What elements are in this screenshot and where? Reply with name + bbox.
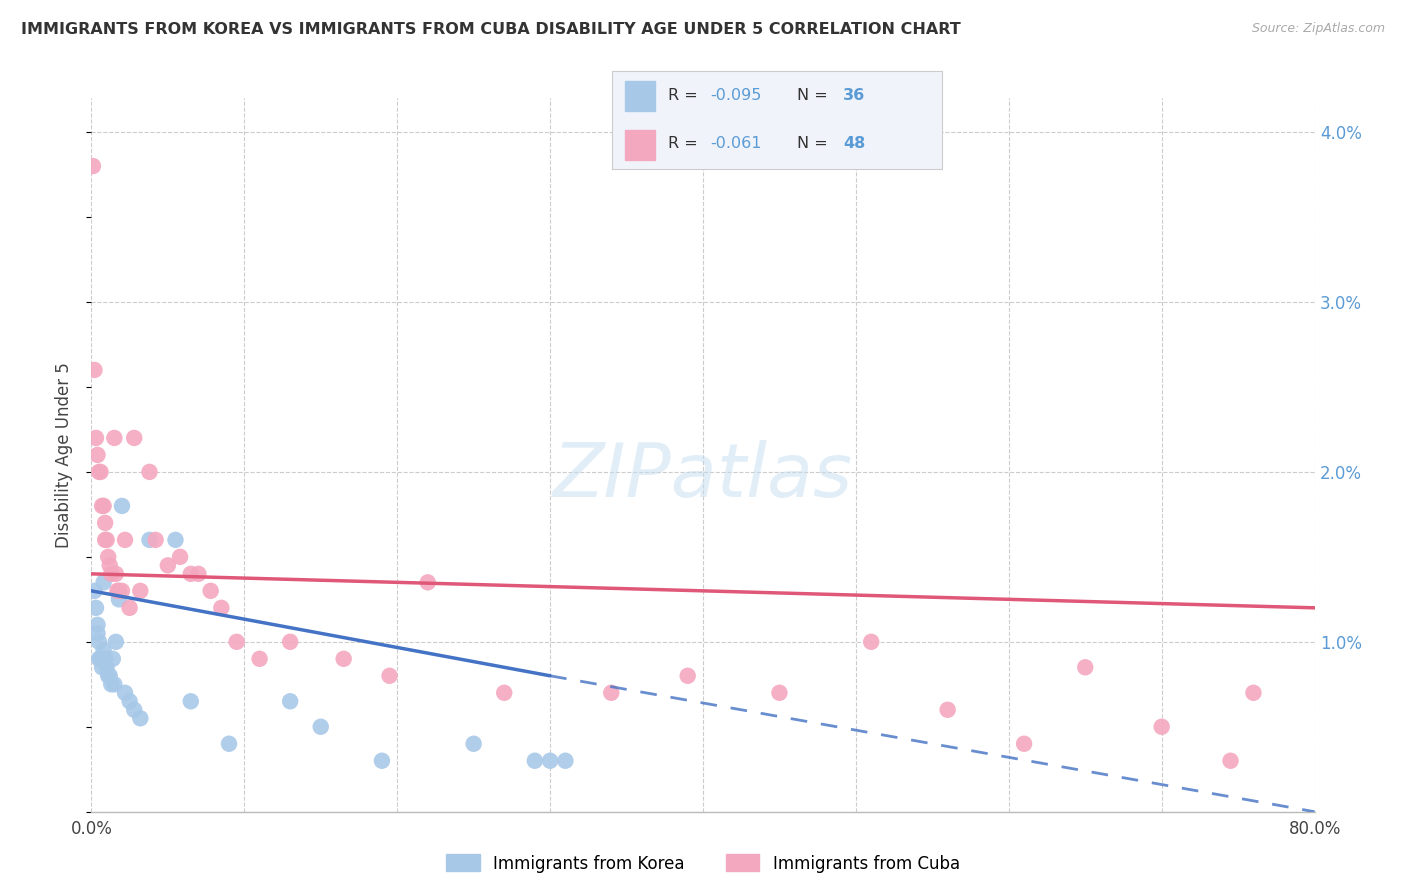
Point xyxy=(104,566,127,581)
Point xyxy=(145,533,167,547)
Point xyxy=(86,617,108,632)
Point xyxy=(103,677,125,691)
Legend: Immigrants from Korea, Immigrants from Cuba: Immigrants from Korea, Immigrants from C… xyxy=(440,847,966,880)
Point xyxy=(93,575,115,590)
Text: IMMIGRANTS FROM KOREA VS IMMIGRANTS FROM CUBA DISABILITY AGE UNDER 5 CORRELATION: IMMIGRANTS FROM KOREA VS IMMIGRANTS FROM… xyxy=(21,22,960,37)
Point xyxy=(936,703,959,717)
Point xyxy=(98,558,121,573)
Point xyxy=(200,583,222,598)
Point xyxy=(86,626,108,640)
Point xyxy=(378,669,401,683)
Text: R =: R = xyxy=(668,136,703,152)
Point xyxy=(156,558,179,573)
Text: ZIPatlas: ZIPatlas xyxy=(553,441,853,512)
Bar xyxy=(624,130,655,160)
Point xyxy=(523,754,546,768)
Point xyxy=(104,635,127,649)
Text: N =: N = xyxy=(797,136,832,152)
Point xyxy=(94,652,117,666)
Point xyxy=(91,499,114,513)
Point xyxy=(278,635,301,649)
Point xyxy=(138,465,160,479)
Point xyxy=(94,533,117,547)
Point xyxy=(108,592,131,607)
Point xyxy=(118,694,141,708)
Point xyxy=(187,566,209,581)
Point xyxy=(209,600,232,615)
Point xyxy=(108,583,131,598)
Point xyxy=(122,431,145,445)
Point xyxy=(768,686,790,700)
Point xyxy=(169,549,191,564)
Point xyxy=(1219,754,1241,768)
Point xyxy=(91,660,114,674)
Point xyxy=(1012,737,1035,751)
Point xyxy=(96,660,118,674)
Point xyxy=(103,431,125,445)
Point xyxy=(538,754,561,768)
Point xyxy=(87,652,110,666)
Point xyxy=(278,694,301,708)
Point xyxy=(860,635,883,649)
Point xyxy=(87,465,110,479)
Point xyxy=(93,643,115,657)
Point xyxy=(600,686,623,700)
Point xyxy=(129,583,152,598)
Point xyxy=(138,533,160,547)
Text: 48: 48 xyxy=(844,136,865,152)
Point xyxy=(118,600,141,615)
Point xyxy=(90,465,112,479)
Point xyxy=(111,499,134,513)
Point xyxy=(101,652,124,666)
Point xyxy=(332,652,354,666)
Point xyxy=(114,533,136,547)
Point xyxy=(84,600,107,615)
Point xyxy=(82,159,104,173)
Point xyxy=(91,652,114,666)
Point xyxy=(494,686,516,700)
Point xyxy=(371,754,394,768)
Point xyxy=(1150,720,1173,734)
Point xyxy=(463,737,485,751)
Point xyxy=(87,635,110,649)
Point xyxy=(83,583,105,598)
Point xyxy=(225,635,247,649)
Text: 36: 36 xyxy=(844,88,865,103)
Point xyxy=(100,677,122,691)
Point xyxy=(93,499,115,513)
Text: -0.095: -0.095 xyxy=(710,88,762,103)
Point xyxy=(180,694,202,708)
Point xyxy=(83,363,105,377)
Bar xyxy=(624,81,655,111)
Text: -0.061: -0.061 xyxy=(710,136,762,152)
Point xyxy=(111,583,134,598)
Text: Source: ZipAtlas.com: Source: ZipAtlas.com xyxy=(1251,22,1385,36)
Point xyxy=(180,566,202,581)
Point xyxy=(554,754,576,768)
Point xyxy=(98,669,121,683)
Point xyxy=(84,431,107,445)
Point xyxy=(129,711,152,725)
Point xyxy=(249,652,271,666)
Point xyxy=(96,533,118,547)
Point xyxy=(309,720,332,734)
Text: N =: N = xyxy=(797,88,832,103)
Y-axis label: Disability Age Under 5: Disability Age Under 5 xyxy=(55,362,73,548)
Point xyxy=(97,669,120,683)
Point xyxy=(105,583,128,598)
Point xyxy=(86,448,108,462)
Point xyxy=(114,686,136,700)
Text: R =: R = xyxy=(668,88,703,103)
Point xyxy=(416,575,439,590)
Point xyxy=(97,549,120,564)
Point xyxy=(94,516,117,530)
Point xyxy=(1074,660,1097,674)
Point xyxy=(218,737,240,751)
Point xyxy=(122,703,145,717)
Point xyxy=(100,566,122,581)
Point xyxy=(1243,686,1265,700)
Point xyxy=(90,652,112,666)
Point xyxy=(165,533,187,547)
Point xyxy=(676,669,699,683)
